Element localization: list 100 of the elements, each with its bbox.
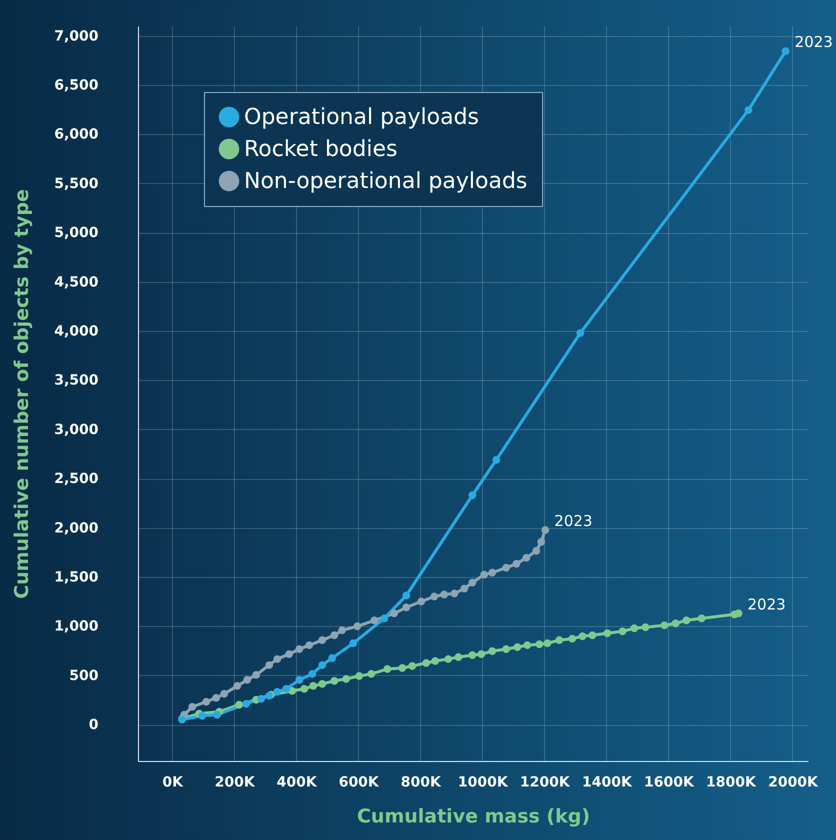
point (513, 643, 522, 652)
point (285, 650, 293, 658)
point (422, 659, 430, 667)
point (544, 639, 552, 648)
point (502, 564, 510, 572)
point (202, 698, 210, 706)
x-tick-label: 1800K (706, 774, 758, 790)
point (488, 568, 496, 577)
point (212, 694, 220, 702)
legend-label: Non-operational payloads (244, 169, 528, 194)
point (384, 665, 392, 673)
point (235, 700, 243, 709)
point (300, 685, 308, 693)
point (642, 623, 650, 632)
x-tick-label: 600K (338, 774, 380, 790)
point (488, 647, 496, 655)
x-tick-label: 1200K (520, 774, 571, 790)
point (242, 700, 250, 708)
point (502, 645, 510, 653)
point (568, 634, 576, 643)
point (188, 703, 196, 711)
point (630, 624, 638, 632)
point (431, 657, 440, 665)
point (305, 641, 314, 650)
point (576, 329, 584, 337)
point (295, 645, 304, 653)
y-tick-label: 500 (69, 668, 99, 684)
point (730, 610, 738, 618)
point (578, 632, 586, 640)
y-tick-label: 2,500 (54, 471, 99, 488)
point (468, 491, 476, 500)
point (309, 682, 318, 690)
y-tick-label: 7,000 (54, 28, 99, 44)
y-tick-label: 0 (88, 717, 99, 734)
point (417, 598, 426, 606)
point (492, 456, 500, 464)
point (349, 639, 358, 648)
point (682, 616, 690, 624)
point (355, 672, 364, 680)
y-tick-label: 5,000 (54, 225, 99, 242)
x-tick-label: 2000K (768, 774, 820, 790)
legend-label: Operational payloads (244, 105, 480, 130)
point (265, 661, 274, 669)
point (318, 680, 326, 688)
point (603, 629, 612, 638)
point (288, 686, 296, 695)
y-tick-label: 3,000 (54, 422, 99, 438)
point (618, 627, 626, 636)
point (478, 650, 486, 658)
point (318, 636, 326, 644)
point (252, 671, 260, 679)
point (523, 641, 532, 650)
point (198, 712, 206, 720)
point (440, 590, 448, 598)
point (541, 526, 550, 534)
point (273, 688, 282, 696)
y-tick-label: 3,500 (54, 372, 99, 389)
point (328, 654, 336, 662)
point (398, 664, 406, 672)
y-tick-label: 4,500 (54, 274, 99, 290)
point (454, 653, 462, 661)
point (468, 578, 476, 586)
point (450, 590, 458, 598)
point (537, 538, 546, 546)
point (367, 670, 376, 678)
x-tick-label: 1400K (582, 774, 633, 790)
point (380, 614, 388, 622)
point (532, 546, 540, 555)
point (257, 694, 266, 703)
point (318, 661, 326, 669)
point (342, 675, 350, 683)
point (588, 631, 596, 640)
x-tick-label: 800K (400, 774, 442, 790)
point (522, 554, 530, 562)
point (213, 710, 221, 719)
point (460, 584, 468, 592)
point (353, 622, 362, 630)
legend-label: Rocket bodies (244, 137, 398, 162)
y-tick-label: 4,000 (54, 324, 99, 340)
point (338, 626, 346, 634)
point (273, 655, 282, 663)
point (220, 690, 228, 698)
point (282, 685, 290, 693)
point (370, 616, 378, 624)
annotation: 2023 (748, 595, 786, 614)
y-tick-label: 1,500 (54, 570, 99, 586)
point (390, 610, 398, 618)
annotation: 2023 (554, 512, 592, 530)
y-tick-label: 2,000 (54, 520, 99, 536)
point (512, 560, 520, 568)
point (243, 676, 252, 684)
point (536, 640, 544, 648)
point (660, 621, 668, 630)
y-tick-label: 6,000 (54, 126, 99, 143)
y-tick-label: 1,000 (54, 618, 99, 635)
point (330, 631, 338, 640)
point (672, 619, 680, 628)
x-tick-label: 200K (214, 774, 256, 790)
point (430, 592, 438, 600)
point (330, 677, 338, 685)
